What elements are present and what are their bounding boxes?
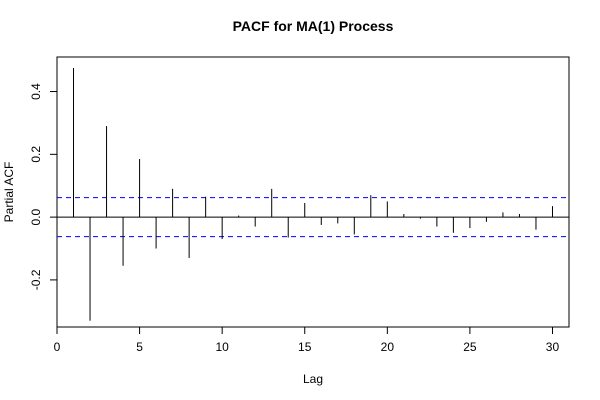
y-tick-label-1: 0.0: [29, 208, 43, 225]
x-tick-label-20: 20: [381, 340, 395, 354]
chart-title: PACF for MA(1) Process: [233, 18, 394, 34]
x-axis: 0 5 10 15 20 25 30: [54, 327, 560, 354]
x-tick-label-10: 10: [215, 340, 229, 354]
plot-box: [56, 56, 570, 328]
y-tick-label-3: 0.4: [29, 83, 43, 100]
y-tick-label-0: -0.2: [29, 269, 43, 290]
x-tick-label-15: 15: [298, 340, 312, 354]
x-tick-label-30: 30: [546, 340, 560, 354]
x-axis-label: Lag: [303, 372, 323, 386]
x-tick-label-5: 5: [136, 340, 143, 354]
x-tick-label-25: 25: [463, 340, 477, 354]
x-tick-label-0: 0: [54, 340, 61, 354]
y-tick-label-2: 0.2: [29, 146, 43, 163]
y-axis-label: Partial ACF: [2, 162, 16, 223]
y-axis: -0.2 0.0 0.2 0.4: [29, 83, 57, 290]
pacf-bars: [73, 67, 553, 321]
